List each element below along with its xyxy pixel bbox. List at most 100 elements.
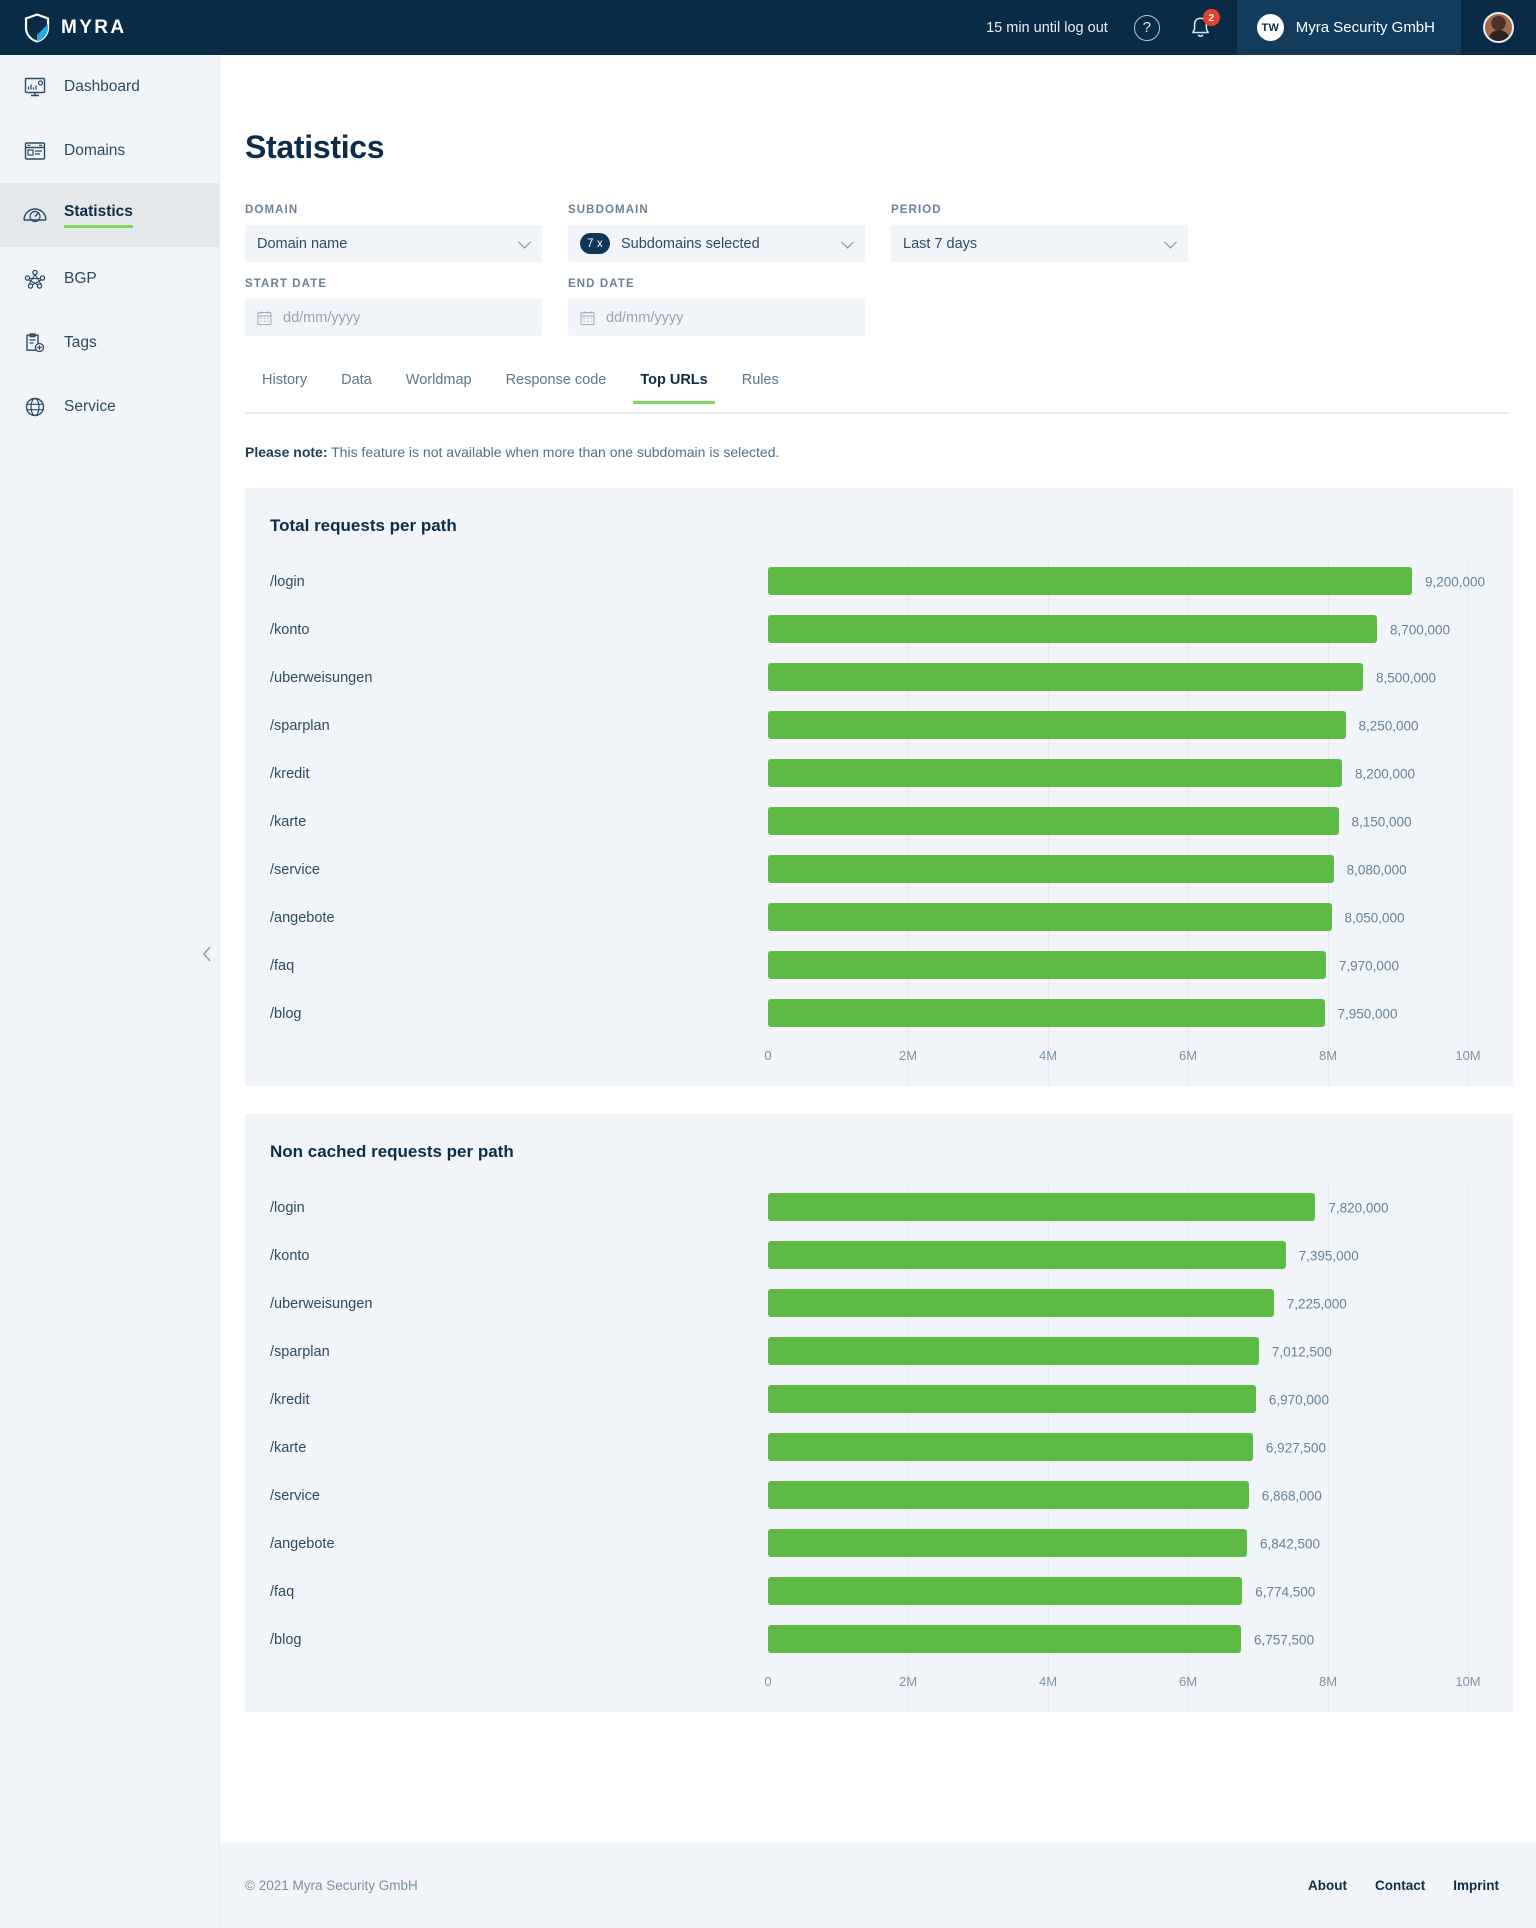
end-date-input[interactable]: dd/mm/yyyy (568, 299, 865, 336)
footer-link-about[interactable]: About (1308, 1878, 1347, 1893)
bar-plot-area: 6,927,500 (768, 1424, 1468, 1472)
period-select[interactable]: Last 7 days (891, 225, 1188, 262)
bar[interactable] (768, 855, 1334, 883)
tab-label: History (262, 372, 308, 388)
bar-category-label: /konto (270, 622, 310, 638)
bar-category-label: /sparplan (270, 1344, 330, 1360)
top-bar: MYRA 15 min until log out ? 2 TW Myra Se… (0, 0, 1536, 55)
tags-icon (22, 330, 48, 356)
start-date-input[interactable]: dd/mm/yyyy (245, 299, 542, 336)
bar-category-label: /faq (270, 1584, 295, 1600)
bar[interactable] (768, 1241, 1286, 1269)
end-date-field: END DATE dd/mm/yyyy (568, 278, 865, 336)
subdomain-select-value: Subdomains selected (621, 235, 760, 252)
bar-value-label: 6,927,500 (1265, 1440, 1326, 1456)
bar-plot-area: 7,970,000 (768, 942, 1468, 990)
org-name: Myra Security GmbH (1295, 19, 1435, 36)
bar-row: /uberweisungen 7,225,000 (245, 1280, 1513, 1328)
bar-plot-area: 7,225,000 (768, 1280, 1468, 1328)
tab-data[interactable]: Data (324, 372, 389, 402)
subdomain-count-badge: 7 x (580, 233, 610, 254)
bar[interactable] (768, 1289, 1274, 1317)
sidebar-item-statistics[interactable]: Statistics (0, 183, 219, 247)
footer-link-imprint[interactable]: Imprint (1453, 1878, 1499, 1893)
notifications-button[interactable]: 2 (1190, 9, 1220, 39)
sidebar-item-bgp[interactable]: BGP (0, 247, 219, 311)
bgp-icon (22, 266, 48, 292)
chart-card: Total requests per path/login 9,200,000/k… (245, 488, 1513, 1086)
tab-response-code[interactable]: Response code (489, 372, 624, 402)
tab-worldmap[interactable]: Worldmap (389, 372, 489, 402)
bar-plot-area: 6,774,500 (768, 1568, 1468, 1616)
bar-category-label: /karte (270, 814, 307, 830)
bar-row: /service 6,868,000 (245, 1472, 1513, 1520)
tab-history[interactable]: History (245, 372, 324, 402)
bar[interactable] (768, 1625, 1242, 1653)
help-icon[interactable]: ? (1133, 14, 1160, 41)
bar-category-label: /blog (270, 1006, 302, 1022)
bar[interactable] (768, 1385, 1256, 1413)
bar-plot-area: 8,500,000 (768, 654, 1468, 702)
start-date-field: START DATE dd/mm/yyyy (245, 278, 542, 336)
filter-row-top: DOMAIN Domain name SUBDOMAIN 7 x Subdoma… (245, 204, 1536, 262)
bar[interactable] (768, 999, 1325, 1027)
axis-tick-label: 10M (1455, 1048, 1481, 1063)
statistics-icon (22, 202, 48, 228)
tab-top-urls[interactable]: Top URLs (623, 372, 724, 404)
chart-title: Total requests per path (270, 516, 457, 535)
bar[interactable] (768, 567, 1412, 595)
bar[interactable] (768, 807, 1339, 835)
bar[interactable] (768, 1193, 1316, 1221)
bar-category-label: /kredit (270, 1392, 310, 1408)
bar[interactable] (768, 1529, 1247, 1557)
bar[interactable] (768, 951, 1326, 979)
organization-switcher[interactable]: TW Myra Security GmbH (1236, 0, 1461, 55)
bar[interactable] (768, 903, 1332, 931)
bar-chart: /login 9,200,000/konto 8,700,000/uberweisu… (245, 558, 1513, 1086)
bar-row: /sparplan 7,012,500 (245, 1328, 1513, 1376)
footer-link-contact[interactable]: Contact (1375, 1878, 1426, 1893)
subdomain-select[interactable]: 7 x Subdomains selected (568, 225, 865, 262)
sidebar-item-domains[interactable]: Domains (0, 119, 219, 183)
footer: © 2021 Myra Security GmbH About Contact Im… (220, 1843, 1536, 1928)
bar-value-label: 6,868,000 (1261, 1488, 1322, 1504)
bar-category-label: /service (270, 862, 320, 878)
domain-field: DOMAIN Domain name (245, 204, 542, 262)
tab-rules[interactable]: Rules (725, 372, 796, 402)
subdomain-field: SUBDOMAIN 7 x Subdomains selected (568, 204, 865, 262)
bar-value-label: 6,774,500 (1255, 1584, 1316, 1600)
bar-category-label: /angebote (270, 1536, 335, 1552)
bar[interactable] (768, 1577, 1243, 1605)
bar-category-label: /service (270, 1488, 320, 1504)
sidebar-collapse-button[interactable] (196, 943, 218, 965)
bar-category-label: /sparplan (270, 718, 330, 734)
bar[interactable] (768, 1433, 1253, 1461)
bar[interactable] (768, 615, 1377, 643)
sidebar-item-service[interactable]: Service (0, 375, 219, 439)
bar-category-label: /kredit (270, 766, 310, 782)
bar-value-label: 7,820,000 (1328, 1200, 1389, 1216)
tab-label: Rules (741, 372, 779, 388)
bar-row: /uberweisungen 8,500,000 (245, 654, 1513, 702)
period-label: PERIOD (891, 204, 942, 216)
bar-value-label: 8,150,000 (1351, 814, 1412, 830)
chevron-down-icon (518, 235, 531, 249)
bar-plot-area: 7,950,000 (768, 990, 1468, 1038)
bar[interactable] (768, 711, 1346, 739)
sidebar-item-dashboard[interactable]: Dashboard (0, 55, 219, 119)
bar[interactable] (768, 663, 1363, 691)
axis-tick-label: 6M (1178, 1048, 1198, 1063)
user-menu-button[interactable] (1461, 0, 1536, 55)
brand-logo[interactable]: MYRA (0, 0, 220, 55)
sidebar-item-tags[interactable]: Tags (0, 311, 219, 375)
bar-value-label: 7,225,000 (1286, 1296, 1347, 1312)
tab-label: Top URLs (640, 372, 708, 388)
brand-name: MYRA (61, 16, 127, 38)
bar[interactable] (768, 1337, 1259, 1365)
domain-select[interactable]: Domain name (245, 225, 542, 262)
bar[interactable] (768, 1481, 1249, 1509)
axis-tick-label: 0 (764, 1048, 772, 1063)
bar-plot-area: 8,250,000 (768, 702, 1468, 750)
bar-value-label: 8,500,000 (1376, 670, 1437, 686)
bar[interactable] (768, 759, 1342, 787)
